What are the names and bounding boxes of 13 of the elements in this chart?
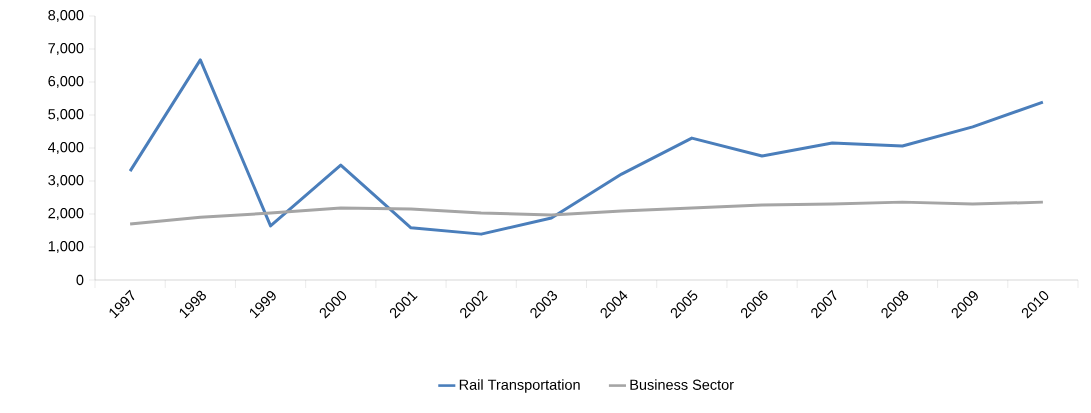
y-tick-label: 7,000 [48, 43, 84, 55]
y-tick-label: 4,000 [48, 142, 84, 154]
y-tick-label: 0 [76, 274, 84, 286]
y-tick-label: 2,000 [48, 208, 84, 220]
y-tick-label: 1,000 [48, 241, 84, 253]
y-tick-label: 3,000 [48, 175, 84, 187]
legend-label: Rail Transportation [459, 379, 580, 393]
y-tick-label: 5,000 [48, 109, 84, 121]
line-series [128, 58, 1045, 236]
y-tick-label: 8,000 [48, 10, 84, 22]
line-series [128, 200, 1045, 226]
legend-label: Business Sector [630, 379, 734, 390]
y-tick-label: 6,000 [48, 76, 84, 88]
